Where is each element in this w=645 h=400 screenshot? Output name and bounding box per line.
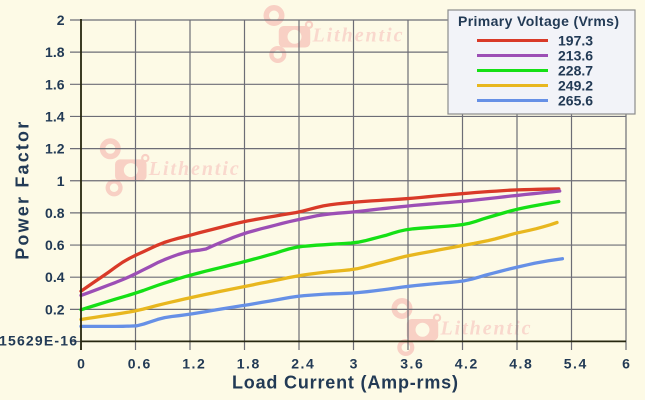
svg-text:Lithentic: Lithentic	[148, 158, 239, 180]
svg-text:1.6: 1.6	[45, 76, 65, 92]
svg-text:1: 1	[57, 173, 65, 189]
svg-text:6: 6	[622, 356, 630, 372]
svg-text:1.4: 1.4	[45, 109, 65, 125]
svg-text:1.2: 1.2	[182, 356, 205, 372]
svg-text:213.6: 213.6	[558, 48, 593, 64]
svg-text:1.8: 1.8	[45, 44, 65, 60]
svg-text:0.6: 0.6	[128, 356, 151, 372]
svg-text:228.7: 228.7	[558, 63, 593, 79]
svg-text:3: 3	[350, 356, 358, 372]
svg-text:2.4: 2.4	[291, 356, 314, 372]
svg-text:4.8: 4.8	[509, 356, 532, 372]
svg-text:Load Current (Amp-rms): Load Current (Amp-rms)	[232, 373, 458, 393]
svg-text:3.6: 3.6	[400, 356, 423, 372]
svg-text:4.2: 4.2	[455, 356, 478, 372]
svg-text:1.8: 1.8	[237, 356, 260, 372]
svg-text:0.2: 0.2	[45, 301, 65, 317]
svg-text:2: 2	[57, 12, 65, 28]
svg-text:15629E-16: 15629E-16	[0, 333, 77, 349]
svg-text:Lithentic: Lithentic	[312, 25, 403, 47]
svg-text:249.2: 249.2	[558, 78, 593, 94]
svg-text:Primary Voltage (Vrms): Primary Voltage (Vrms)	[458, 13, 619, 29]
svg-text:Power Factor: Power Factor	[13, 122, 33, 260]
svg-text:197.3: 197.3	[558, 33, 593, 49]
svg-text:0.8: 0.8	[45, 205, 65, 221]
svg-text:0: 0	[77, 356, 85, 372]
svg-text:1.2: 1.2	[45, 141, 65, 157]
svg-text:265.6: 265.6	[558, 93, 593, 109]
svg-text:5.4: 5.4	[564, 356, 587, 372]
svg-text:0.6: 0.6	[45, 237, 65, 253]
svg-text:0.4: 0.4	[45, 269, 65, 285]
